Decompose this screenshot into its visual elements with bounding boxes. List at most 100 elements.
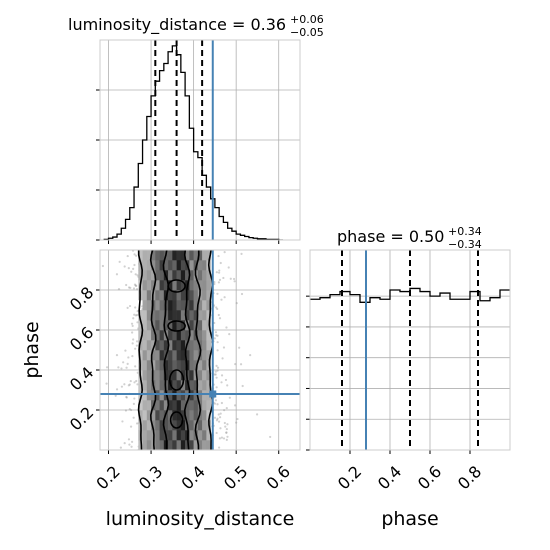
density-cell: [159, 250, 165, 261]
density-cell: [142, 440, 148, 450]
density-cell: [168, 340, 173, 351]
density-cell: [180, 400, 186, 411]
density-cell: [146, 390, 152, 401]
density-cell: [142, 420, 148, 431]
luminosity-distance-marginal-ticks: [96, 89, 280, 244]
sample-point: [217, 271, 221, 274]
density-cell: [202, 280, 207, 291]
density-cell: [202, 310, 207, 321]
density-cell: [168, 420, 173, 431]
density-cell: [202, 430, 207, 441]
density-cell: [176, 380, 182, 391]
density-cell: [172, 380, 177, 391]
sample-point: [133, 313, 136, 316]
sample-point: [234, 363, 237, 366]
density-cell: [168, 320, 173, 331]
density-cell: [189, 260, 194, 271]
sample-point: [216, 366, 220, 369]
contour-island: [169, 411, 184, 429]
phase-title-sup: +0.34: [448, 225, 482, 238]
density-cell: [180, 280, 186, 291]
density-cell: [155, 420, 160, 431]
sample-point: [122, 361, 125, 364]
sample-point: [249, 354, 252, 357]
density-cell: [168, 390, 173, 401]
density-cell: [142, 320, 148, 331]
sample-point: [131, 331, 134, 334]
x-axis-label-phase: phase: [381, 508, 438, 530]
density-cell: [155, 270, 160, 281]
joint-density-shading: [138, 250, 211, 450]
density-cell: [185, 380, 190, 391]
density-cell: [176, 260, 182, 271]
density-cell: [172, 330, 177, 341]
sample-point: [225, 427, 228, 431]
density-cell: [180, 250, 186, 261]
phase-marks: [341, 250, 479, 450]
sample-point: [123, 383, 126, 386]
density-cell: [163, 280, 169, 291]
sample-point: [215, 306, 218, 309]
phase-title-sub: −0.34: [448, 238, 482, 251]
density-cell: [176, 270, 182, 281]
sample-point: [127, 384, 130, 387]
density-cell: [159, 270, 165, 281]
sample-point: [127, 286, 131, 289]
sample-point: [213, 416, 217, 419]
sample-point: [215, 376, 218, 379]
density-cell: [168, 270, 173, 281]
sample-point: [128, 407, 131, 411]
density-cell: [176, 430, 182, 441]
y-axis-label-phase: phase: [21, 321, 43, 378]
density-cell: [189, 270, 194, 281]
sample-point: [126, 254, 129, 258]
sample-point: [131, 355, 134, 358]
density-cell: [168, 350, 173, 361]
sample-point: [233, 280, 236, 283]
sample-point: [134, 314, 138, 317]
density-cell: [180, 440, 186, 450]
sample-point: [217, 313, 220, 317]
density-cell: [176, 440, 182, 450]
sample-point: [133, 283, 137, 286]
density-cell: [197, 270, 203, 281]
density-cell: [168, 360, 173, 371]
sample-point: [240, 292, 244, 296]
density-cell: [138, 250, 143, 261]
density-cell: [159, 390, 165, 401]
density-cell: [206, 340, 211, 351]
sample-point: [213, 282, 216, 286]
sample-point: [115, 388, 119, 391]
density-cell: [206, 310, 211, 321]
density-cell: [197, 260, 203, 271]
density-cell: [206, 380, 211, 391]
density-cell: [172, 360, 177, 371]
sample-point: [133, 397, 136, 400]
density-cell: [138, 310, 143, 321]
density-cell: [163, 360, 169, 371]
sample-point: [131, 324, 134, 328]
density-cell: [206, 360, 211, 371]
sample-point: [240, 252, 243, 255]
sample-point: [132, 402, 136, 405]
sample-point: [105, 366, 109, 369]
sample-point: [216, 334, 219, 337]
sample-point: [127, 267, 130, 270]
density-cell: [142, 300, 148, 311]
density-cell: [185, 400, 190, 411]
sample-point: [216, 341, 219, 344]
sample-point: [215, 271, 218, 274]
density-cell: [146, 330, 152, 341]
sample-point: [216, 349, 219, 352]
density-cell: [155, 350, 160, 361]
density-cell: [138, 380, 143, 391]
density-cell: [151, 350, 156, 361]
density-cell: [155, 250, 160, 261]
density-cell: [206, 250, 211, 261]
density-cell: [155, 400, 160, 411]
density-cell: [155, 410, 160, 421]
sample-point: [135, 379, 138, 383]
density-cell: [163, 420, 169, 431]
density-cell: [189, 440, 194, 450]
density-cell: [159, 290, 165, 301]
